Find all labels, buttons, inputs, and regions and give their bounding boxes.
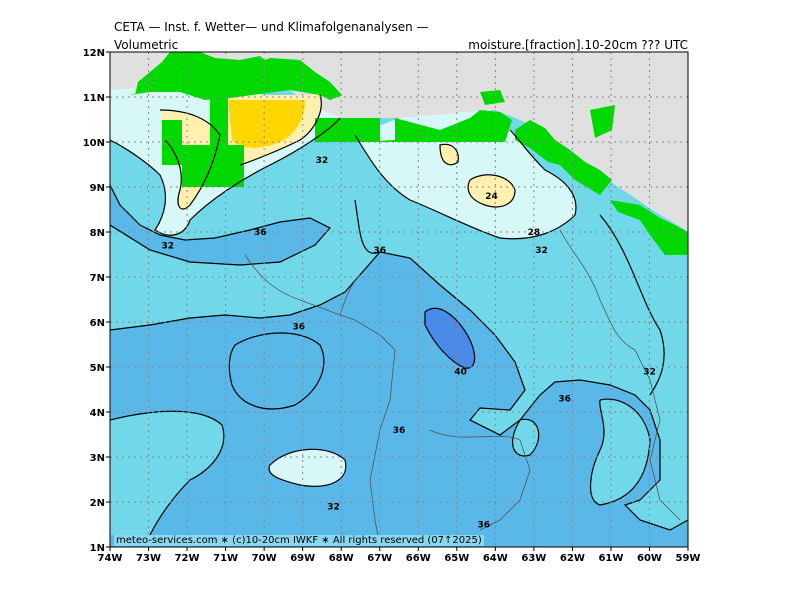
lat-tick-label: 1N <box>90 543 105 554</box>
lat-tick-label: 4N <box>90 408 105 419</box>
lat-tick-label: 7N <box>90 273 105 284</box>
lon-tick-label: 59W <box>676 553 701 564</box>
lat-tick-label: 5N <box>90 363 105 374</box>
lat-tick-label: 9N <box>90 183 105 194</box>
level-20-24-area <box>228 100 305 148</box>
contour-label: 32 <box>643 368 656 378</box>
contour-label: 28 <box>528 228 541 238</box>
lat-tick-label: 6N <box>90 318 105 329</box>
lat-tick-label: 11N <box>83 93 105 104</box>
lat-tick-label: 3N <box>90 453 105 464</box>
map-frame <box>109 51 689 548</box>
contour-label: 36 <box>373 246 386 256</box>
contour-label: 36 <box>293 323 306 333</box>
lon-tick-label: 72W <box>175 553 200 564</box>
lon-tick-label: 65W <box>444 553 469 564</box>
country-borders <box>244 229 681 547</box>
lat-tick-label: 10N <box>83 138 105 149</box>
contour-label: 24 <box>485 192 498 202</box>
lon-tick-label: 60W <box>637 553 662 564</box>
level-36-40-areas <box>110 185 688 547</box>
variable-units-time: moisture.[fraction].10-20cm ??? UTC <box>468 38 688 52</box>
level-32-36-windows <box>110 399 650 535</box>
copyright-credit: meteo-services.com ∗ (c)10-20cm IWKF ∗ A… <box>114 535 484 546</box>
level-40-44-area <box>425 308 475 369</box>
lon-tick-label: 69W <box>290 553 315 564</box>
axis-ticks: 74W 73W 72W 71W 70W 69W 68W 67W 66W 65W 64W 63W 62W 6… <box>83 48 701 564</box>
map-title: CETA — Inst. f. Wetter— und Klimafolgena… <box>114 20 429 34</box>
contour-label: 36 <box>558 395 571 405</box>
lat-tick-label: 2N <box>90 498 105 509</box>
lon-tick-label: 63W <box>521 553 546 564</box>
contour-label: 36 <box>478 521 491 531</box>
lon-tick-label: 73W <box>136 553 161 564</box>
lon-tick-label: 68W <box>329 553 354 564</box>
lon-tick-label: 74W <box>98 553 123 564</box>
contour-label: 40 <box>454 368 467 378</box>
lat-tick-label: 12N <box>83 48 105 59</box>
contour-label: 32 <box>162 242 175 252</box>
contour-label: 32 <box>316 156 329 166</box>
contour-labels: 32 32 24 28 32 36 36 36 40 36 32 36 32 36 <box>162 156 656 531</box>
contour-label: 32 <box>327 503 340 513</box>
contour-label: 32 <box>535 246 548 256</box>
lat-tick-label: 8N <box>90 228 105 239</box>
latlon-grid <box>110 52 688 547</box>
contour-label: 36 <box>254 228 267 238</box>
lon-tick-label: 71W <box>213 553 238 564</box>
lon-tick-label: 64W <box>483 553 508 564</box>
lon-tick-label: 61W <box>598 553 623 564</box>
lon-tick-label: 66W <box>406 553 431 564</box>
lon-tick-label: 70W <box>252 553 277 564</box>
variable-name: Volumetric <box>114 38 179 52</box>
lon-tick-label: 62W <box>560 553 585 564</box>
contour-label: 36 <box>393 426 406 436</box>
lon-tick-label: 67W <box>367 553 392 564</box>
contour-lines <box>110 94 688 536</box>
